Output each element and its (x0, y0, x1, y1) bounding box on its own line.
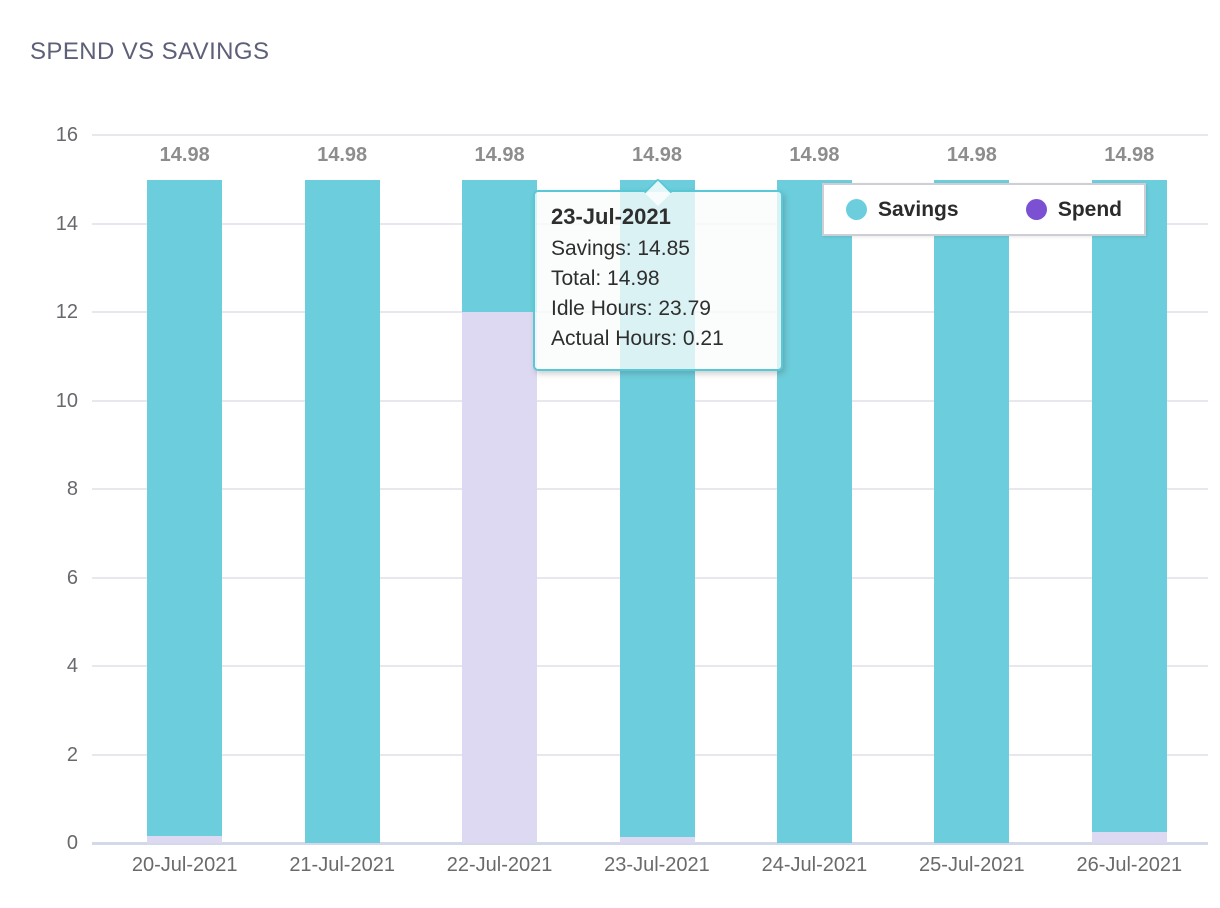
x-tick-label: 26-Jul-2021 (1076, 854, 1183, 876)
y-tick-label: 4 (66, 655, 78, 677)
y-tick-label: 12 (55, 301, 78, 323)
bar-segment-savings-21-Jul-2021[interactable] (304, 180, 380, 843)
bar-segment-savings-22-Jul-2021[interactable] (462, 180, 538, 312)
chart-legend: Savings Spend (822, 183, 1146, 236)
legend-item-savings[interactable]: Savings (846, 198, 959, 222)
tooltip-line: Actual Hours: 0.21 (551, 327, 724, 350)
x-tick-label: 22-Jul-2021 (446, 854, 553, 876)
bar-value-label: 14.98 (631, 144, 683, 167)
x-tick-label: 25-Jul-2021 (919, 854, 1025, 876)
bar-segment-spend-22-Jul-2021[interactable] (462, 312, 538, 843)
spend-legend-dot-icon (1025, 199, 1047, 220)
y-tick-label: 2 (66, 743, 78, 766)
x-tick-label: 23-Jul-2021 (604, 854, 710, 876)
savings-legend-dot-icon (846, 199, 867, 220)
y-tick-label: 14 (55, 212, 78, 235)
bar-segment-spend-23-Jul-2021[interactable] (619, 837, 695, 843)
bar-segment-spend-26-Jul-2021[interactable] (1091, 831, 1167, 843)
x-tick-label: 24-Jul-2021 (761, 854, 868, 876)
legend-item-spend[interactable]: Spend (1025, 197, 1122, 222)
plot-area: 14.98 14.98 14.98 14.98 14.98 14.98 14.98 (106, 135, 1208, 843)
x-tick-label: 21-Jul-2021 (289, 854, 395, 876)
bar-value-label: 14.98 (789, 144, 840, 167)
bar-value-label: 14.98 (317, 144, 368, 167)
tooltip-body: Savings: 14.85 Total: 14.98 Idle Hours: 23… (551, 234, 765, 354)
chart-tooltip: 23-Jul-2021 Savings: 14.85 Total: 14.98 Id… (533, 177, 783, 371)
bar-segment-savings-24-Jul-2021[interactable] (776, 180, 852, 843)
bar-segment-savings-20-Jul-2021[interactable] (147, 180, 223, 837)
bar-value-label: 14.98 (474, 144, 525, 167)
tooltip-title: 23-Jul-2021 (551, 204, 671, 229)
bar-value-label: 14.98 (159, 144, 210, 167)
y-tick-label: 16 (55, 124, 78, 146)
y-tick-label: 8 (66, 478, 78, 500)
bar-value-label: 14.98 (946, 144, 997, 167)
x-axis-baseline (92, 842, 1208, 845)
x-axis: 20-Jul-2021 21-Jul-2021 22-Jul-2021 23-Jul-… (106, 854, 1208, 884)
tooltip-line: Savings: 14.85 (551, 237, 690, 260)
bar-segment-spend-20-Jul-2021[interactable] (147, 836, 223, 843)
tooltip-line: Idle Hours: 23.79 (551, 297, 711, 320)
legend-label-spend: Spend (1057, 197, 1122, 221)
bar-segment-savings-26-Jul-2021[interactable] (1091, 180, 1167, 832)
y-tick-label: 0 (66, 832, 78, 854)
bar-value-label: 14.98 (1104, 144, 1155, 167)
chart-title: SPEND VS SAVINGS (30, 38, 270, 65)
tooltip-line: Total: 14.98 (551, 267, 660, 290)
legend-label-savings: Savings (878, 197, 959, 221)
gridline (92, 134, 1208, 136)
y-tick-label: 6 (66, 566, 78, 589)
y-tick-label: 10 (55, 389, 78, 412)
bar-segment-savings-25-Jul-2021[interactable] (934, 180, 1010, 843)
x-tick-label: 20-Jul-2021 (131, 854, 238, 876)
